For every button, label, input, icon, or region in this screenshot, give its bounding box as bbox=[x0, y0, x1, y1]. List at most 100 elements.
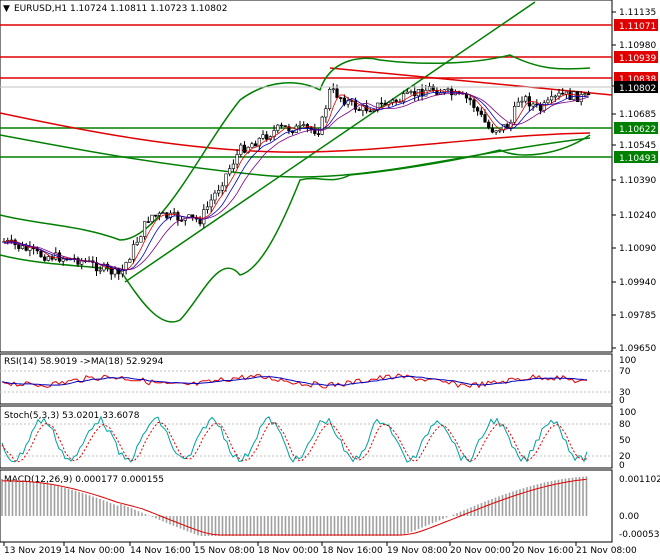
candle-body[interactable] bbox=[339, 97, 343, 99]
candle-body[interactable] bbox=[327, 89, 332, 109]
candle-body[interactable] bbox=[94, 262, 99, 272]
candle-body[interactable] bbox=[276, 124, 280, 131]
candle-body[interactable] bbox=[553, 95, 557, 98]
main-price-panel[interactable] bbox=[0, 0, 613, 353]
trend-line[interactable] bbox=[124, 1, 536, 283]
candle-body[interactable] bbox=[390, 99, 395, 103]
candle-body[interactable] bbox=[235, 154, 239, 165]
candle-body[interactable] bbox=[46, 256, 50, 261]
candle-body[interactable] bbox=[561, 92, 565, 95]
candle-body[interactable] bbox=[524, 96, 528, 102]
candle-body[interactable] bbox=[494, 130, 498, 133]
candle-body[interactable] bbox=[20, 245, 25, 249]
candle-body[interactable] bbox=[353, 100, 358, 110]
candle-body[interactable] bbox=[468, 97, 472, 101]
candle-body[interactable] bbox=[146, 221, 150, 223]
candle-body[interactable] bbox=[113, 267, 117, 275]
candle-body[interactable] bbox=[316, 133, 321, 135]
candle-body[interactable] bbox=[228, 168, 232, 175]
candle-body[interactable] bbox=[176, 212, 180, 221]
candle-body[interactable] bbox=[128, 259, 132, 263]
candle-body[interactable] bbox=[198, 218, 202, 225]
candle-body[interactable] bbox=[76, 258, 80, 265]
candle-body[interactable] bbox=[283, 125, 287, 127]
candle-body[interactable] bbox=[209, 199, 213, 208]
candle-body[interactable] bbox=[242, 144, 247, 153]
candle-body[interactable] bbox=[135, 241, 139, 245]
candle-body[interactable] bbox=[575, 91, 580, 103]
candle-body[interactable] bbox=[61, 258, 65, 262]
candle-body[interactable] bbox=[516, 101, 520, 107]
candle-body[interactable] bbox=[475, 107, 480, 112]
candle-body[interactable] bbox=[50, 256, 54, 260]
candle-body[interactable] bbox=[479, 110, 483, 115]
candle-body[interactable] bbox=[331, 88, 335, 91]
candle-body[interactable] bbox=[324, 108, 328, 118]
candle-body[interactable] bbox=[409, 91, 413, 93]
candle-body[interactable] bbox=[172, 212, 176, 214]
trend-line[interactable] bbox=[329, 67, 613, 96]
candle-body[interactable] bbox=[405, 91, 409, 94]
candle-body[interactable] bbox=[376, 102, 380, 111]
candle-body[interactable] bbox=[531, 103, 535, 107]
candle-body[interactable] bbox=[483, 114, 487, 123]
candle-body[interactable] bbox=[220, 185, 224, 191]
candle-body[interactable] bbox=[372, 110, 376, 112]
candle-body[interactable] bbox=[490, 127, 495, 133]
candle-body[interactable] bbox=[17, 244, 21, 249]
candle-body[interactable] bbox=[205, 206, 210, 210]
candle-body[interactable] bbox=[161, 212, 165, 214]
candle-body[interactable] bbox=[401, 93, 406, 102]
candle-body[interactable] bbox=[542, 102, 546, 111]
candle-body[interactable] bbox=[549, 96, 554, 101]
candle-body[interactable] bbox=[427, 85, 432, 91]
candle-body[interactable] bbox=[279, 124, 284, 127]
candle-body[interactable] bbox=[335, 88, 339, 98]
candle-body[interactable] bbox=[298, 124, 302, 127]
candle-body[interactable] bbox=[231, 163, 236, 169]
candle-body[interactable] bbox=[520, 100, 524, 103]
candle-body[interactable] bbox=[302, 124, 306, 126]
candle-body[interactable] bbox=[379, 102, 384, 105]
candle-body[interactable] bbox=[131, 244, 136, 260]
candle-body[interactable] bbox=[180, 219, 184, 222]
candle-body[interactable] bbox=[464, 93, 469, 99]
candle-body[interactable] bbox=[368, 110, 372, 113]
candle-body[interactable] bbox=[213, 192, 217, 201]
candle-body[interactable] bbox=[287, 126, 291, 132]
candle-body[interactable] bbox=[254, 143, 258, 147]
candle-body[interactable] bbox=[579, 94, 583, 103]
candle-body[interactable] bbox=[143, 221, 147, 237]
candle-body[interactable] bbox=[39, 250, 43, 258]
candle-body[interactable] bbox=[512, 106, 517, 123]
candle-body[interactable] bbox=[43, 256, 47, 261]
candle-body[interactable] bbox=[261, 134, 265, 139]
candle-body[interactable] bbox=[394, 99, 398, 102]
candle-body[interactable] bbox=[572, 91, 576, 100]
candle-body[interactable] bbox=[546, 99, 550, 104]
candle-body[interactable] bbox=[568, 91, 572, 100]
candle-body[interactable] bbox=[139, 236, 143, 243]
candle-body[interactable] bbox=[154, 214, 158, 217]
candle-body[interactable] bbox=[446, 88, 450, 91]
candle-body[interactable] bbox=[165, 212, 169, 219]
stoch-panel[interactable] bbox=[0, 405, 613, 469]
candle-body[interactable] bbox=[383, 102, 387, 106]
candle-body[interactable] bbox=[202, 209, 206, 225]
candle-body[interactable] bbox=[191, 214, 195, 218]
candle-body[interactable] bbox=[217, 190, 221, 194]
menu-arrow-icon[interactable]: ▼ bbox=[3, 4, 10, 14]
candle-body[interactable] bbox=[157, 212, 162, 216]
candle-body[interactable] bbox=[98, 269, 102, 272]
candle-body[interactable] bbox=[487, 121, 491, 129]
candle-body[interactable] bbox=[124, 262, 128, 271]
candle-body[interactable] bbox=[357, 109, 361, 111]
candle-body[interactable] bbox=[509, 121, 513, 129]
candle-body[interactable] bbox=[265, 134, 269, 140]
candle-body[interactable] bbox=[498, 129, 502, 132]
candle-body[interactable] bbox=[150, 214, 154, 223]
candle-body[interactable] bbox=[472, 99, 476, 108]
candle-body[interactable] bbox=[564, 91, 568, 95]
candle-body[interactable] bbox=[250, 143, 254, 148]
candle-body[interactable] bbox=[239, 144, 243, 155]
